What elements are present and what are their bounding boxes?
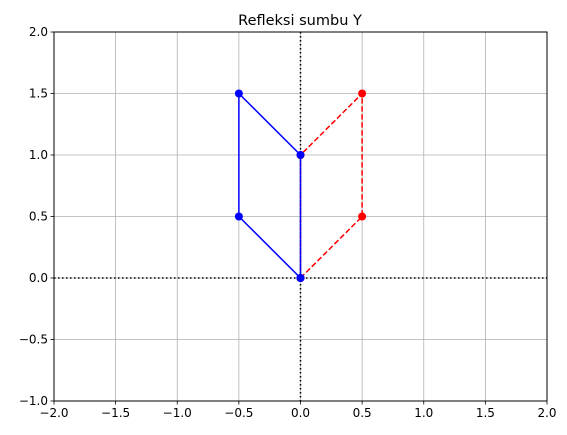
original-point-marker <box>296 151 305 159</box>
x-tick-label: −0.5 <box>224 406 253 420</box>
x-axis: −2.0 −1.5 −1.0 −0.5 0.0 0.5 1.0 1.5 2.0 <box>39 401 557 420</box>
x-tick-label: 2.0 <box>537 406 556 420</box>
x-tick-label: 0.5 <box>353 406 372 420</box>
y-tick-label: 2.0 <box>29 25 48 39</box>
reflected-point-marker <box>358 89 367 98</box>
original-point-marker <box>234 212 243 221</box>
reflected-point-marker <box>358 212 367 221</box>
original-point-marker <box>234 89 243 98</box>
series-group <box>234 89 367 282</box>
chart-title: Refleksi sumbu Y <box>238 13 362 29</box>
x-tick-label: −1.0 <box>163 406 192 420</box>
original-point-marker <box>296 274 305 282</box>
y-tick-label: −1.0 <box>19 394 48 408</box>
y-axis: −1.0 −0.5 0.0 0.5 1.0 1.5 2.0 <box>19 25 54 408</box>
x-tick-label: 0.0 <box>291 406 310 420</box>
y-tick-label: 0.0 <box>29 271 48 285</box>
y-tick-label: −0.5 <box>19 333 48 347</box>
y-tick-label: 0.5 <box>29 210 48 224</box>
y-tick-label: 1.5 <box>29 87 48 101</box>
x-tick-label: 1.0 <box>414 406 433 420</box>
y-tick-label: 1.0 <box>29 148 48 162</box>
x-tick-label: 1.5 <box>476 406 495 420</box>
x-tick-label: −2.0 <box>39 406 68 420</box>
x-tick-label: −1.5 <box>101 406 130 420</box>
